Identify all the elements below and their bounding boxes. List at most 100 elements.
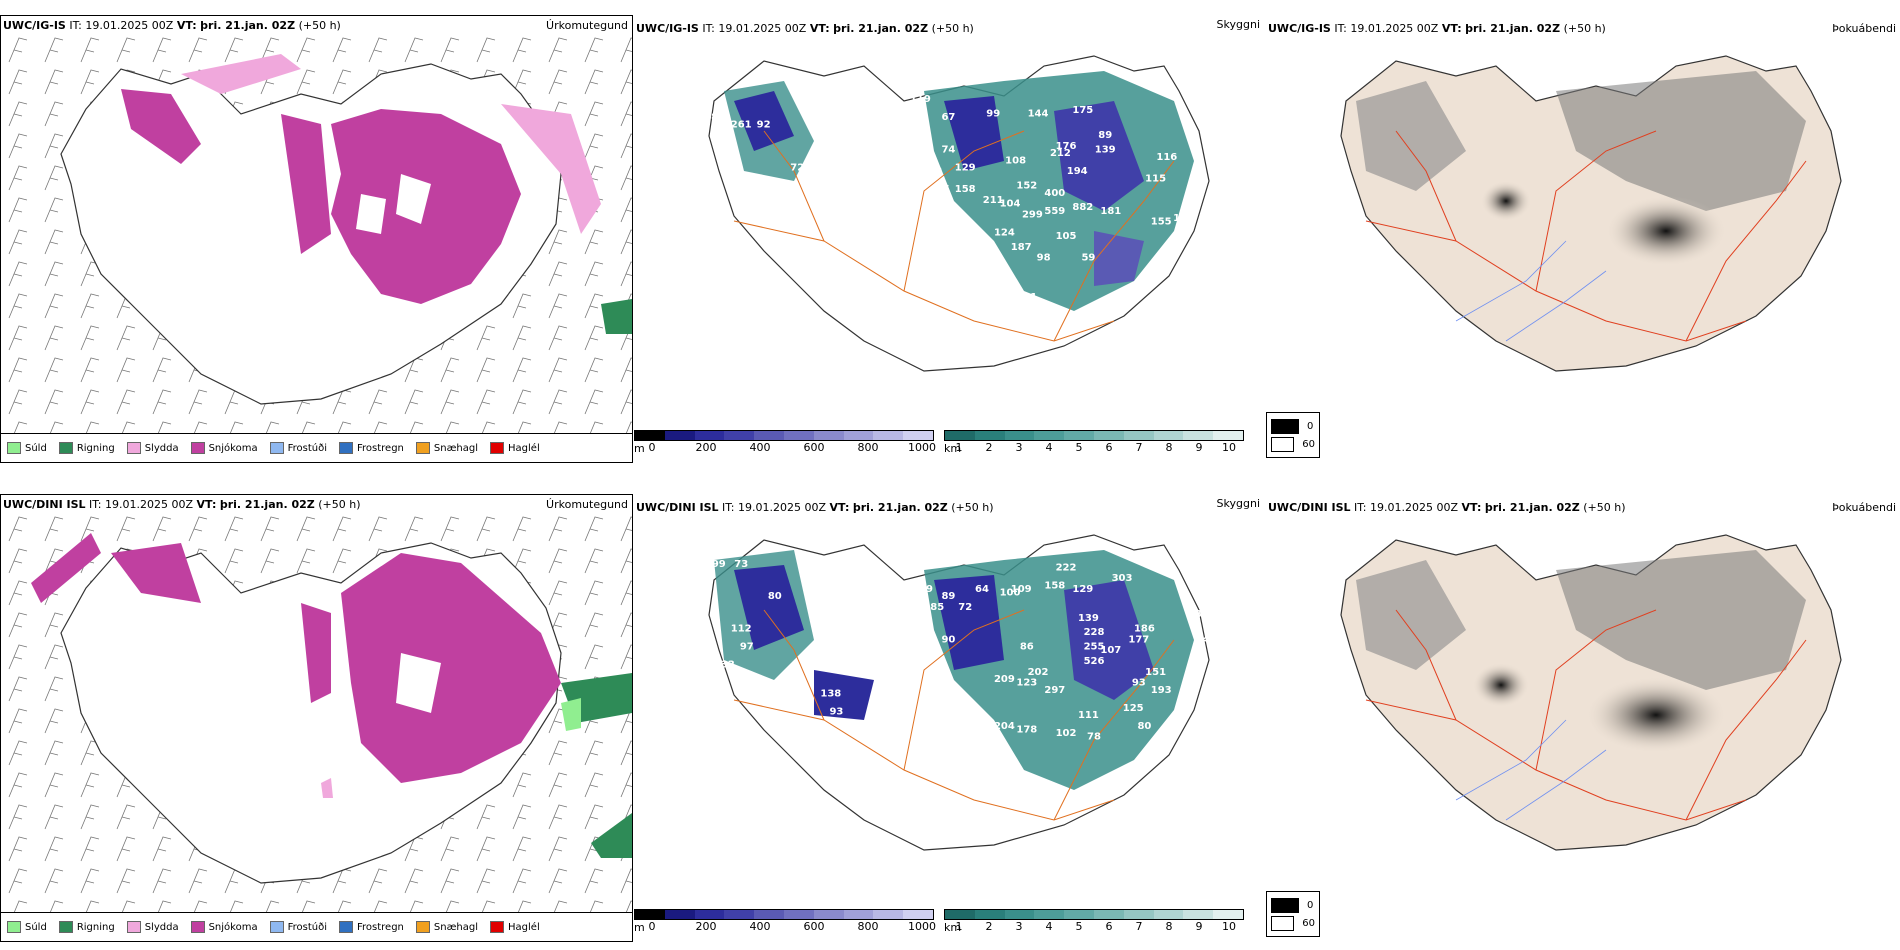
colorbar-segment	[635, 910, 665, 919]
colorbar-tick: 4	[1045, 441, 1053, 454]
colorbar-segment	[1093, 431, 1124, 440]
legend-item-snjokoma: Snjókoma	[190, 442, 258, 454]
colorbar-visibility: 1 2 3 4 5 6 7 8 9 10 km	[944, 430, 1244, 455]
visibility-value-label: 97	[740, 642, 754, 653]
colorbar-segment	[1064, 910, 1094, 919]
colorbar-segment	[1153, 431, 1184, 440]
fog-threshold-legend: 0 60	[1266, 412, 1320, 458]
colorbar-segment	[974, 431, 1005, 440]
visibility-value-label: 86	[1020, 642, 1034, 653]
visibility-value-label: 68	[1188, 609, 1202, 620]
product-title: Skyggni	[1216, 497, 1260, 510]
visibility-value-label: 80	[768, 591, 782, 602]
road-network	[733, 609, 1175, 821]
row1-fog-panel: UWC/IG-IS IT: 19.01.2025 00Z VT: þri. 21…	[1266, 15, 1900, 463]
fog-map	[1340, 55, 1842, 372]
legend-item-frostregn: Frostregn	[339, 921, 404, 933]
colorbar-tick: 8	[1165, 920, 1173, 933]
visibility-value-label: 204	[994, 721, 1015, 732]
row1-precip-header: UWC/IG-IS IT: 19.01.2025 00Z VT: þri. 21…	[3, 19, 628, 32]
visibility-value-label: 59	[1081, 253, 1095, 264]
legend-item-snaehagl: Snæhagl	[415, 921, 478, 933]
visibility-value-label: 108	[1005, 155, 1026, 166]
precip-map	[1, 34, 632, 434]
colorbar-segment	[945, 910, 975, 919]
model-name: UWC/DINI ISL	[3, 498, 86, 511]
colorbar-tick: 3	[1015, 441, 1023, 454]
colorbar-segment	[1034, 910, 1065, 919]
visibility-value-label: 158	[955, 184, 976, 195]
legend-swatch	[7, 921, 21, 933]
colorbar-tick: 600	[803, 920, 825, 933]
legend-item-frostudi: Frostúði	[269, 921, 327, 933]
row2-visibility-panel: UWC/DINI ISL IT: 19.01.2025 00Z VT: þri.…	[634, 494, 1320, 942]
colorbar-segment	[1093, 910, 1124, 919]
fog-threshold-legend: 0 60	[1266, 891, 1320, 937]
product-title: Þokuábendi	[1832, 22, 1896, 35]
colorbar-visibility: 1 2 3 4 5 6 7 8 9 10 km	[944, 909, 1244, 934]
init-time: 19.01.2025 00Z	[85, 19, 174, 32]
product-title: Úrkomutegund	[546, 19, 628, 32]
visibility-value-label: 109	[1011, 584, 1032, 595]
visibility-value-label: 211	[983, 195, 1004, 206]
fog-swatch-0	[1271, 897, 1299, 913]
colorbar-segment	[694, 431, 725, 440]
legend-item-frostudi: Frostúði	[269, 442, 327, 454]
visibility-value-label: 83	[936, 706, 950, 717]
colorbar-segment	[873, 910, 904, 919]
row2-visibility-header: UWC/DINI ISL IT: 19.01.2025 00Z VT: þri.…	[636, 497, 1260, 514]
visibility-value-label: 80	[1137, 721, 1151, 732]
row1-visibility-header: UWC/IG-IS IT: 19.01.2025 00Z VT: þri. 21…	[636, 18, 1260, 35]
visibility-value-label: 124	[994, 227, 1015, 238]
colorbar-unit: m	[634, 442, 645, 455]
colorbar-segment	[1183, 431, 1214, 440]
visibility-value-label: 526	[1084, 656, 1105, 667]
road-network	[1365, 130, 1807, 342]
colorbar-tick: 200	[695, 920, 717, 933]
visibility-value-label: 105	[1056, 231, 1077, 242]
legend-item-haglel: Haglél	[490, 921, 540, 933]
colorbar-segment	[1004, 910, 1035, 919]
colorbar-tick: 1	[955, 441, 963, 454]
colorbar-segment	[664, 910, 695, 919]
colorbar-tick: 3	[1015, 920, 1023, 933]
colorbar-tick: 6	[1105, 441, 1113, 454]
visibility-value-label: 175	[1072, 105, 1093, 116]
visibility-value-label: 209	[994, 674, 1015, 685]
visibility-value-label: 125	[1123, 703, 1144, 714]
visibility-value-label: 187	[1011, 242, 1032, 253]
lead-time: (+50 h)	[298, 19, 341, 32]
colorbar-height: 0 200 400 600 800 1000 m	[634, 909, 936, 934]
visibility-value-label: 180	[966, 728, 987, 739]
colorbar-tick: 2	[985, 441, 993, 454]
colorbar-tick: 7	[1135, 441, 1143, 454]
colorbar-tick: 10	[1222, 441, 1236, 454]
visibility-value-label: 123	[1016, 678, 1037, 689]
visibility-value-label: 53	[773, 217, 787, 228]
colorbar-tick: 1000	[908, 920, 936, 933]
colorbar-segment	[754, 910, 784, 919]
visibility-value-label: 67	[829, 616, 843, 627]
colorbar-tick: 400	[749, 920, 771, 933]
visibility-value-label: 89	[1098, 130, 1112, 141]
visibility-value-label: 129	[1072, 584, 1093, 595]
visibility-value-label: 194	[1067, 166, 1088, 177]
road-network	[733, 130, 1175, 342]
visibility-value-label: 228	[1084, 627, 1105, 638]
legend-swatch	[339, 921, 353, 933]
visibility-value-label: 882	[1072, 202, 1093, 213]
legend-item-rigning: Rigning	[58, 442, 115, 454]
visibility-value-label: 155	[1151, 217, 1172, 228]
legend-item-rigning: Rigning	[58, 921, 115, 933]
visibility-value-label: 118	[697, 112, 718, 123]
colorbar-tick: 400	[749, 441, 771, 454]
visibility-value-label: 78	[1087, 732, 1101, 743]
precip-map	[1, 513, 632, 913]
visibility-value-label: 222	[1056, 562, 1077, 573]
visibility-value-label: 139	[1078, 613, 1099, 624]
colorbar-tick: 2	[985, 920, 993, 933]
visibility-value-label: 100	[1000, 588, 1021, 599]
visibility-value-label: 72	[958, 602, 972, 613]
visibility-value-label: 92	[757, 119, 771, 130]
